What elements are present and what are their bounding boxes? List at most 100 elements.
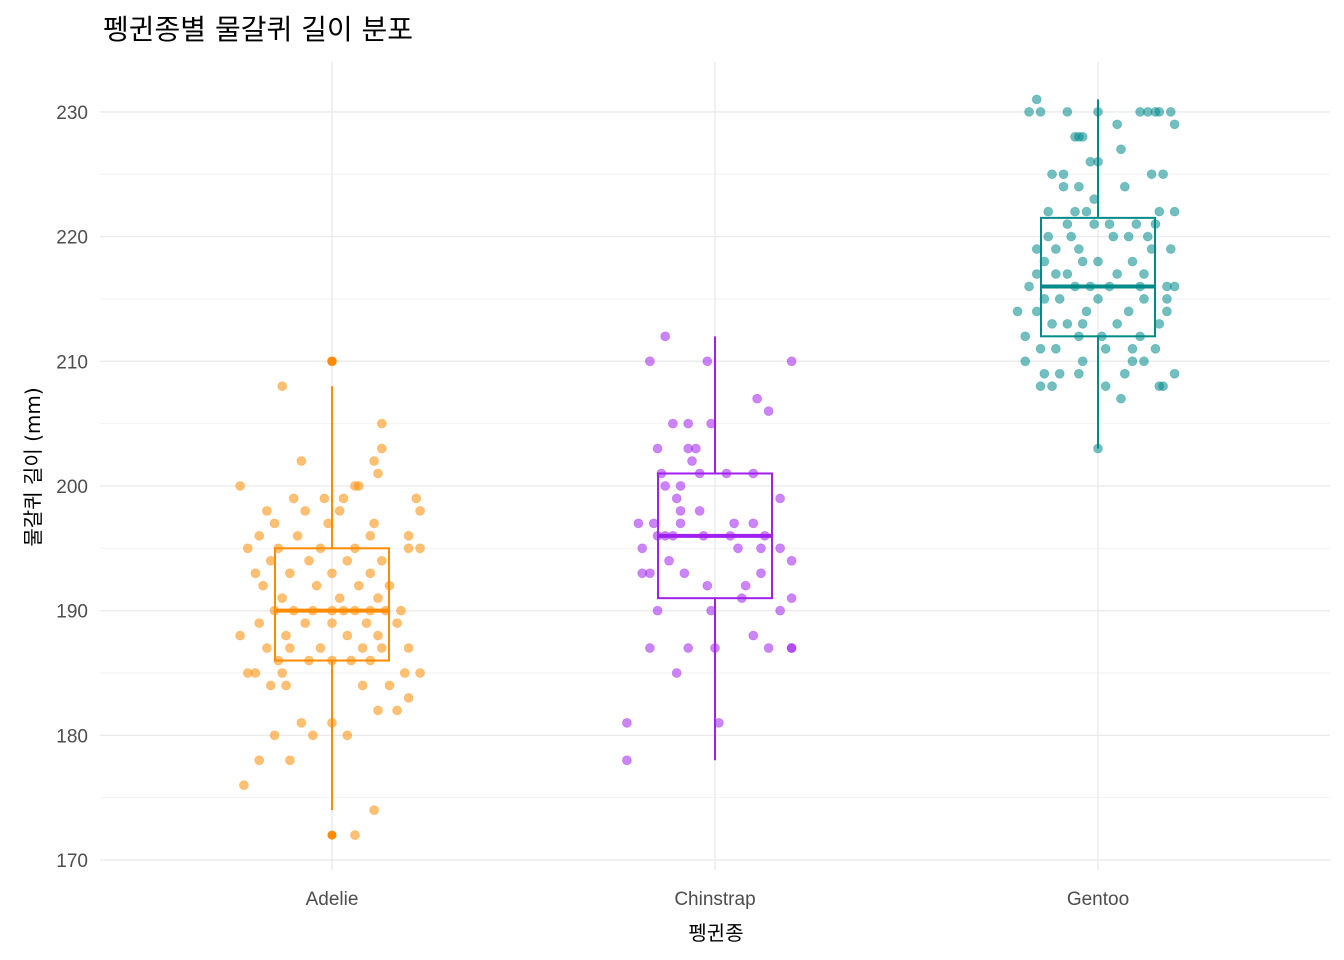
data-point xyxy=(679,568,690,579)
data-point xyxy=(1146,244,1157,254)
data-point xyxy=(775,605,786,616)
data-point xyxy=(1146,169,1157,180)
data-point xyxy=(1043,206,1054,217)
data-point xyxy=(622,717,632,728)
data-point xyxy=(296,717,307,728)
data-point xyxy=(1077,256,1088,267)
data-point xyxy=(1058,169,1069,180)
data-point xyxy=(373,630,383,641)
data-point xyxy=(1158,169,1169,180)
data-point xyxy=(775,543,786,554)
data-point xyxy=(277,668,288,678)
data-point xyxy=(1139,294,1149,304)
data-point xyxy=(759,530,770,541)
data-point xyxy=(1139,269,1149,279)
data-point xyxy=(392,705,403,716)
data-point xyxy=(748,630,759,641)
data-point xyxy=(357,680,368,691)
data-point xyxy=(1165,244,1176,254)
data-point xyxy=(1154,381,1165,392)
data-point xyxy=(265,680,276,691)
y-tick-label: 230 xyxy=(56,103,88,124)
data-point xyxy=(1066,231,1077,242)
data-point xyxy=(1089,219,1100,229)
data-point xyxy=(756,543,766,554)
data-point xyxy=(319,493,330,504)
data-point xyxy=(656,468,667,479)
data-point xyxy=(242,543,253,554)
data-point xyxy=(277,593,288,604)
data-point xyxy=(353,481,364,491)
data-point xyxy=(346,655,357,666)
y-axis-tick-labels: 170 180 190 200 210 220 230 xyxy=(56,103,88,872)
data-point xyxy=(652,605,663,616)
data-point xyxy=(1077,318,1088,329)
data-point xyxy=(415,668,425,678)
data-point xyxy=(1031,94,1042,105)
data-point xyxy=(1104,281,1115,292)
data-point xyxy=(1127,356,1138,367)
data-point xyxy=(667,418,678,429)
data-point xyxy=(1070,281,1080,292)
data-point xyxy=(675,518,686,529)
data-point xyxy=(702,580,713,591)
y-tick-label: 210 xyxy=(56,352,88,373)
data-point xyxy=(644,356,655,367)
data-point xyxy=(1020,331,1031,342)
data-point xyxy=(284,643,295,653)
data-point xyxy=(273,655,284,666)
data-point xyxy=(1047,381,1057,392)
data-point xyxy=(323,518,334,529)
data-point xyxy=(763,406,774,417)
data-point xyxy=(1093,294,1103,304)
data-point xyxy=(1081,206,1092,217)
data-point xyxy=(1096,331,1107,342)
data-point xyxy=(1139,356,1149,367)
data-point xyxy=(1024,281,1034,292)
data-point xyxy=(775,493,786,504)
data-point xyxy=(725,530,736,541)
data-point xyxy=(1050,343,1061,354)
data-point xyxy=(334,593,345,604)
data-point xyxy=(254,755,265,766)
data-point xyxy=(702,356,713,367)
data-point xyxy=(1024,106,1034,117)
data-point xyxy=(284,568,295,579)
data-point xyxy=(338,493,349,504)
data-point xyxy=(1169,281,1180,292)
data-point xyxy=(1062,106,1073,117)
data-point xyxy=(736,593,747,604)
y-tick-label: 180 xyxy=(56,726,88,747)
data-point xyxy=(327,605,337,616)
data-point xyxy=(1108,231,1119,242)
data-point xyxy=(327,356,337,367)
data-point xyxy=(710,643,720,653)
data-point xyxy=(258,580,268,591)
data-point xyxy=(338,605,349,616)
x-axis-tick-labels: Adelie Chinstrap Gentoo xyxy=(306,889,1130,910)
y-axis-title: 물갈퀴 길이 (mm) xyxy=(21,387,45,546)
data-point xyxy=(1127,343,1138,354)
data-point xyxy=(1104,219,1115,229)
data-point xyxy=(1169,119,1180,130)
data-point xyxy=(698,530,709,541)
data-point xyxy=(660,331,671,342)
data-point xyxy=(281,630,291,641)
data-point xyxy=(671,493,682,504)
data-point xyxy=(376,418,387,429)
data-point xyxy=(300,505,311,516)
data-point xyxy=(1020,356,1031,367)
data-point xyxy=(261,643,272,653)
data-point xyxy=(1169,368,1180,379)
data-point xyxy=(1100,381,1111,392)
data-point xyxy=(694,468,705,479)
data-point xyxy=(261,505,272,516)
data-point xyxy=(1135,331,1146,342)
data-point xyxy=(706,605,717,616)
data-point xyxy=(752,393,763,404)
data-point xyxy=(376,443,387,454)
data-point xyxy=(1169,206,1180,217)
data-point xyxy=(1073,244,1084,254)
data-point xyxy=(269,518,280,529)
